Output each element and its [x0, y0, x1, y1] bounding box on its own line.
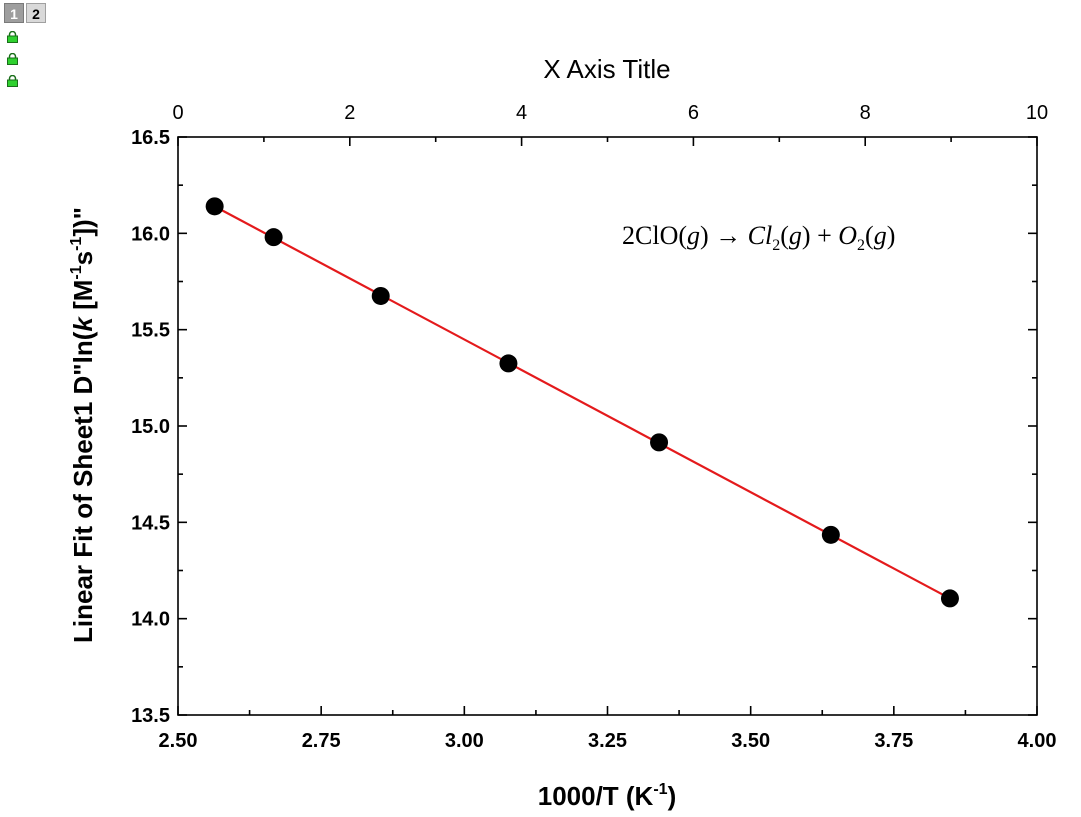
reaction-annotation: 2ClO(g) → Cl2(g) + O2(g) [622, 221, 895, 254]
x-tick-label-bottom: 2.50 [159, 730, 198, 752]
y-tick-label: 16.5 [131, 127, 170, 149]
x-tick-label-bottom: 3.25 [588, 730, 627, 752]
x-axis-title-main: 1000/T (K [538, 781, 654, 811]
y-axis-title-k: k [68, 316, 98, 332]
annotation-part: g [874, 221, 887, 250]
data-point [940, 589, 959, 608]
lock-icon[interactable] [6, 75, 19, 87]
annotation-part: ( [865, 221, 874, 250]
x-tick-label-top: 8 [860, 102, 871, 124]
annotation-part: Cl [748, 221, 773, 250]
plot-frame [177, 136, 1038, 716]
data-point [371, 286, 390, 305]
x-axis-title-top: X Axis Title [543, 54, 670, 84]
y-axis-title-sup: -1 [68, 265, 85, 279]
annotation-sub: 2 [772, 237, 780, 254]
y-tick-label: 14.0 [131, 609, 170, 631]
lock-icon[interactable] [6, 31, 19, 43]
y-axis-title: Linear Fit of Sheet1 D"ln(k [M-1s-1])" [68, 207, 98, 643]
annotation-part: g [789, 221, 802, 250]
x-tick-label-top: 6 [688, 102, 699, 124]
annotation-part: ) + [802, 221, 838, 250]
annotation-part: ( [780, 221, 789, 250]
x-tick-label-top: 2 [344, 102, 355, 124]
x-tick-label-bottom: 4.00 [1018, 730, 1057, 752]
y-axis-title-part: [M [68, 280, 98, 318]
lock-icon[interactable] [6, 53, 19, 65]
x-tick-label-bottom: 3.75 [874, 730, 913, 752]
x-axis-title-end: ) [668, 781, 677, 811]
y-axis-title-part: ])" [68, 207, 98, 237]
data-point [650, 433, 669, 452]
y-axis-title-sup: -1 [68, 237, 85, 251]
y-axis-title-part: Linear Fit of Sheet1 D"ln( [68, 331, 98, 643]
page-tab-2[interactable]: 2 [26, 3, 46, 23]
annotation-part: g [687, 221, 700, 250]
x-tick-label-bottom: 3.50 [731, 730, 770, 752]
y-tick-label: 16.0 [131, 223, 170, 245]
y-tick-label: 13.5 [131, 705, 170, 727]
x-tick-label-top: 4 [516, 102, 527, 124]
annotation-part: ) → [700, 221, 748, 250]
data-point [499, 354, 518, 373]
page-tab-1[interactable]: 1 [4, 3, 24, 23]
x-tick-label-top: 0 [172, 102, 183, 124]
y-tick-label: 15.5 [131, 320, 170, 342]
annotation-part: 2ClO( [622, 221, 687, 250]
linear-fit-line [214, 205, 951, 600]
y-tick-label: 15.0 [131, 416, 170, 438]
x-tick-label-top: 10 [1026, 102, 1048, 124]
annotation-part: ) [887, 221, 896, 250]
data-point [264, 228, 283, 247]
x-axis-title-sup: -1 [653, 781, 667, 798]
data-point [205, 197, 224, 216]
x-axis-title-bottom: 1000/T (K-1) [538, 781, 677, 811]
x-tick-label-bottom: 3.00 [445, 730, 484, 752]
data-point [821, 525, 840, 544]
annotation-part: O [838, 221, 857, 250]
annotation-sub: 2 [857, 237, 865, 254]
x-tick-label-bottom: 2.75 [302, 730, 341, 752]
y-tick-label: 14.5 [131, 512, 170, 534]
y-axis-title-part: s [68, 251, 98, 265]
